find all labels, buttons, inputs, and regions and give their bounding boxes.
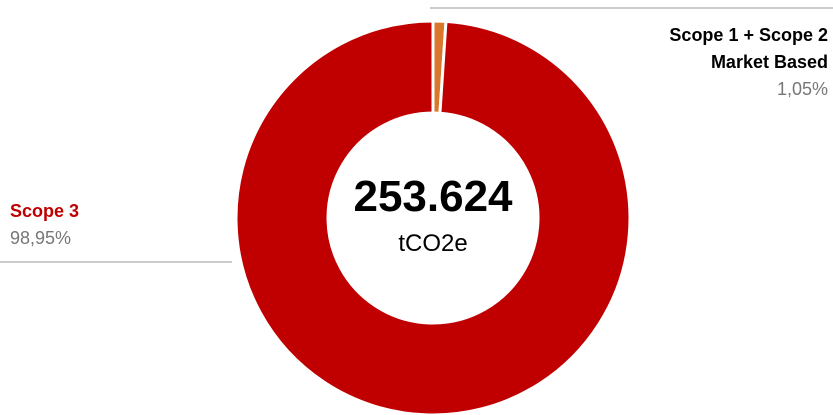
center-unit: tCO2e <box>398 230 468 257</box>
center-value: 253.624 <box>353 172 513 221</box>
slice-label: Scope 1 + Scope 2 Market Based 1,05% <box>613 22 828 103</box>
slice-name: Scope 1 + Scope 2 Market Based <box>669 25 828 72</box>
slice-value: 1,05% <box>776 79 828 99</box>
slice-value: 98,95% <box>10 228 72 248</box>
slice <box>234 19 632 415</box>
slice-name: Scope 3 <box>10 201 80 221</box>
slice-label: Scope 3 98,95% <box>10 198 210 252</box>
